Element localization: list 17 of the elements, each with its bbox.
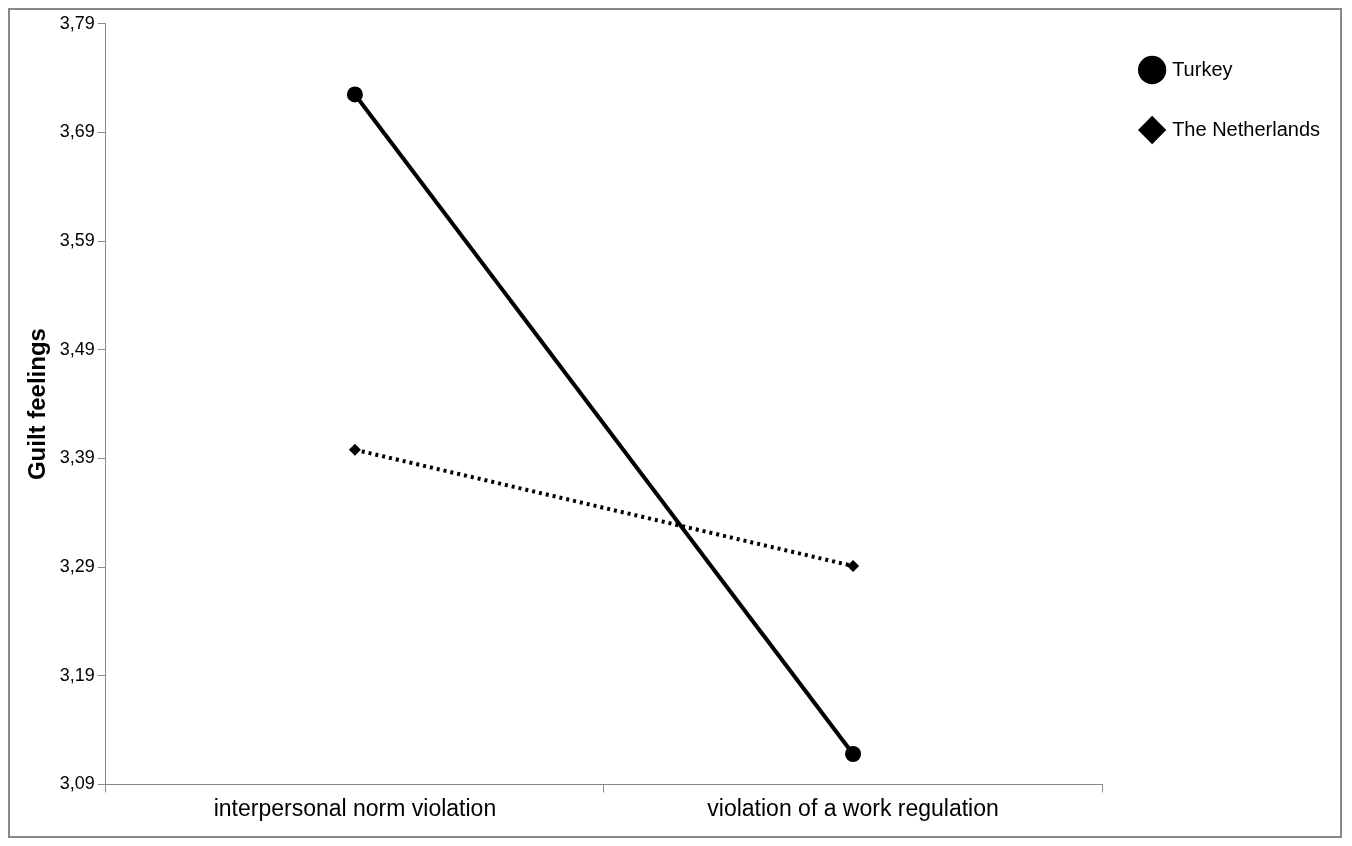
y-tick-label: 3,29 <box>59 556 95 577</box>
x-tick-label: violation of a work regulation <box>707 794 999 821</box>
y-tick-label: 3,59 <box>59 230 95 251</box>
point <box>845 745 862 762</box>
point <box>847 560 860 572</box>
legend-label: The Netherlands <box>1172 117 1321 140</box>
y-tick-label: 3,49 <box>59 338 95 359</box>
y-tick-label: 3,69 <box>59 121 95 142</box>
legend-label: Turkey <box>1172 57 1233 80</box>
y-tick-label: 3,19 <box>59 664 95 685</box>
y-tick-label: 3,09 <box>59 773 95 794</box>
x-tick-label: interpersonal norm violation <box>213 794 497 821</box>
y-tick-label: 3,79 <box>59 12 95 33</box>
point <box>348 443 361 456</box>
y-axis-title: Guilt feelings <box>23 328 51 481</box>
y-tick-label: 3,39 <box>59 447 95 468</box>
point <box>346 86 363 103</box>
